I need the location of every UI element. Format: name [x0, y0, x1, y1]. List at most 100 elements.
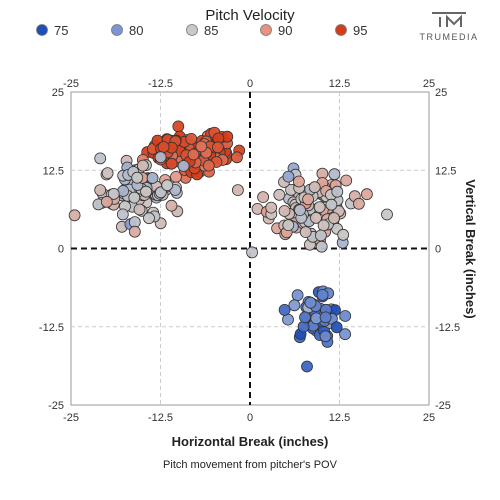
pitch-point [299, 311, 311, 324]
pitch-point [170, 170, 182, 183]
pitch-point [319, 330, 332, 343]
legend-swatch-95 [335, 24, 347, 36]
pitch-point [325, 198, 338, 211]
pitch-point [352, 197, 365, 210]
pitch-point [94, 152, 107, 165]
pitch-point [339, 328, 352, 341]
pitch-point [328, 168, 341, 181]
pitch-point [195, 140, 208, 153]
pitch-point [316, 288, 329, 301]
pitch-point [143, 212, 155, 225]
pitch-point [317, 219, 330, 232]
legend-swatch-75 [36, 24, 48, 36]
y-tick-right: 12.5 [435, 165, 456, 177]
pitch-point [288, 299, 301, 312]
pitch-point [282, 170, 295, 183]
pitch-point [128, 225, 141, 238]
legend-swatch-85 [186, 24, 198, 36]
pitch-point [381, 208, 393, 221]
pitch-point [116, 208, 129, 221]
pitch-point [157, 141, 170, 153]
x-tick-labels-top: -25 -12.5 0 12.5 25 [63, 78, 435, 90]
pitch-point [146, 172, 159, 184]
pitch-point [313, 201, 326, 214]
x-tick-bottom: 12.5 [329, 412, 350, 424]
y-tick-left: -12.5 [39, 322, 64, 334]
chart-subtitle: Pitch movement from pitcher's POV [163, 459, 338, 471]
pitch-point [185, 132, 198, 145]
pitch-point [211, 141, 224, 154]
pitch-point [330, 321, 343, 334]
x-tick-top: 0 [247, 78, 253, 90]
y-tick-left: 12.5 [43, 165, 64, 177]
legend: Pitch Velocity 75 80 85 90 95 [36, 7, 367, 38]
pitch-point [94, 184, 107, 197]
pitch-point [165, 157, 178, 170]
x-tick-bottom: -25 [63, 412, 79, 424]
zero-lines [71, 92, 429, 405]
y-tick-right: -25 [435, 400, 451, 412]
pitch-point [340, 174, 353, 187]
pitch-point [319, 311, 332, 324]
y-tick-right: 0 [435, 244, 441, 256]
pitch-point [101, 167, 114, 180]
legend-label-90: 90 [278, 23, 292, 38]
x-tick-labels-bottom: -25 -12.5 0 12.5 25 [63, 412, 435, 424]
pitch-point [337, 228, 350, 241]
legend-label-80: 80 [129, 23, 143, 38]
x-tick-top: -12.5 [148, 78, 173, 90]
pitch-point [161, 179, 174, 192]
x-tick-bottom: 25 [423, 412, 435, 424]
pitch-point [133, 203, 146, 216]
trumedia-logo: TRUMEDIA [420, 12, 479, 42]
pitch-point [231, 151, 243, 164]
pitch-point [301, 360, 313, 373]
x-tick-bottom: -12.5 [148, 412, 173, 424]
pitch-point [246, 246, 259, 259]
legend-swatch-90 [260, 24, 272, 36]
pitch-point [302, 193, 315, 206]
pitch-point [308, 181, 321, 194]
plot-area [68, 91, 430, 406]
pitch-point [310, 211, 322, 224]
y-tick-left: 25 [52, 87, 64, 99]
y-tick-labels-right: 25 12.5 0 -12.5 -25 [435, 87, 460, 412]
y-axis-title: Vertical Break (inches) [463, 179, 478, 318]
legend-label-75: 75 [54, 23, 68, 38]
x-tick-top: -25 [63, 78, 79, 90]
legend-title: Pitch Velocity [205, 7, 295, 24]
pitch-point [292, 175, 305, 188]
pitch-point [257, 191, 270, 204]
x-tick-bottom: 0 [247, 412, 253, 424]
y-tick-right: 25 [435, 87, 447, 99]
pitch-point [331, 185, 344, 198]
pitch-point [314, 229, 327, 242]
pitch-point [131, 171, 144, 184]
y-tick-left: 0 [58, 244, 64, 256]
x-tick-top: 12.5 [329, 78, 350, 90]
pitch-point [177, 160, 190, 172]
legend-swatch-80 [111, 24, 123, 36]
pitch-point [328, 212, 340, 225]
legend-label-85: 85 [204, 23, 218, 38]
y-tick-left: -25 [48, 400, 64, 412]
pitch-point [304, 296, 317, 309]
pitch-point [187, 148, 200, 161]
pitch-point [140, 185, 153, 198]
pitch-point [202, 159, 215, 172]
pitch-point [165, 199, 178, 212]
pitch-point [136, 159, 149, 172]
pitch-point [265, 201, 278, 214]
pitch-point [282, 219, 295, 232]
data-points [68, 120, 393, 373]
pitch-point [172, 120, 185, 133]
logo-text: TRUMEDIA [420, 32, 479, 42]
pitch-point [154, 151, 167, 164]
pitch-point [291, 289, 304, 302]
pitch-point [278, 205, 291, 217]
pitch-point [360, 188, 373, 201]
pitch-point [278, 303, 291, 316]
pitch-point [315, 240, 328, 253]
pitch-point [231, 184, 244, 197]
